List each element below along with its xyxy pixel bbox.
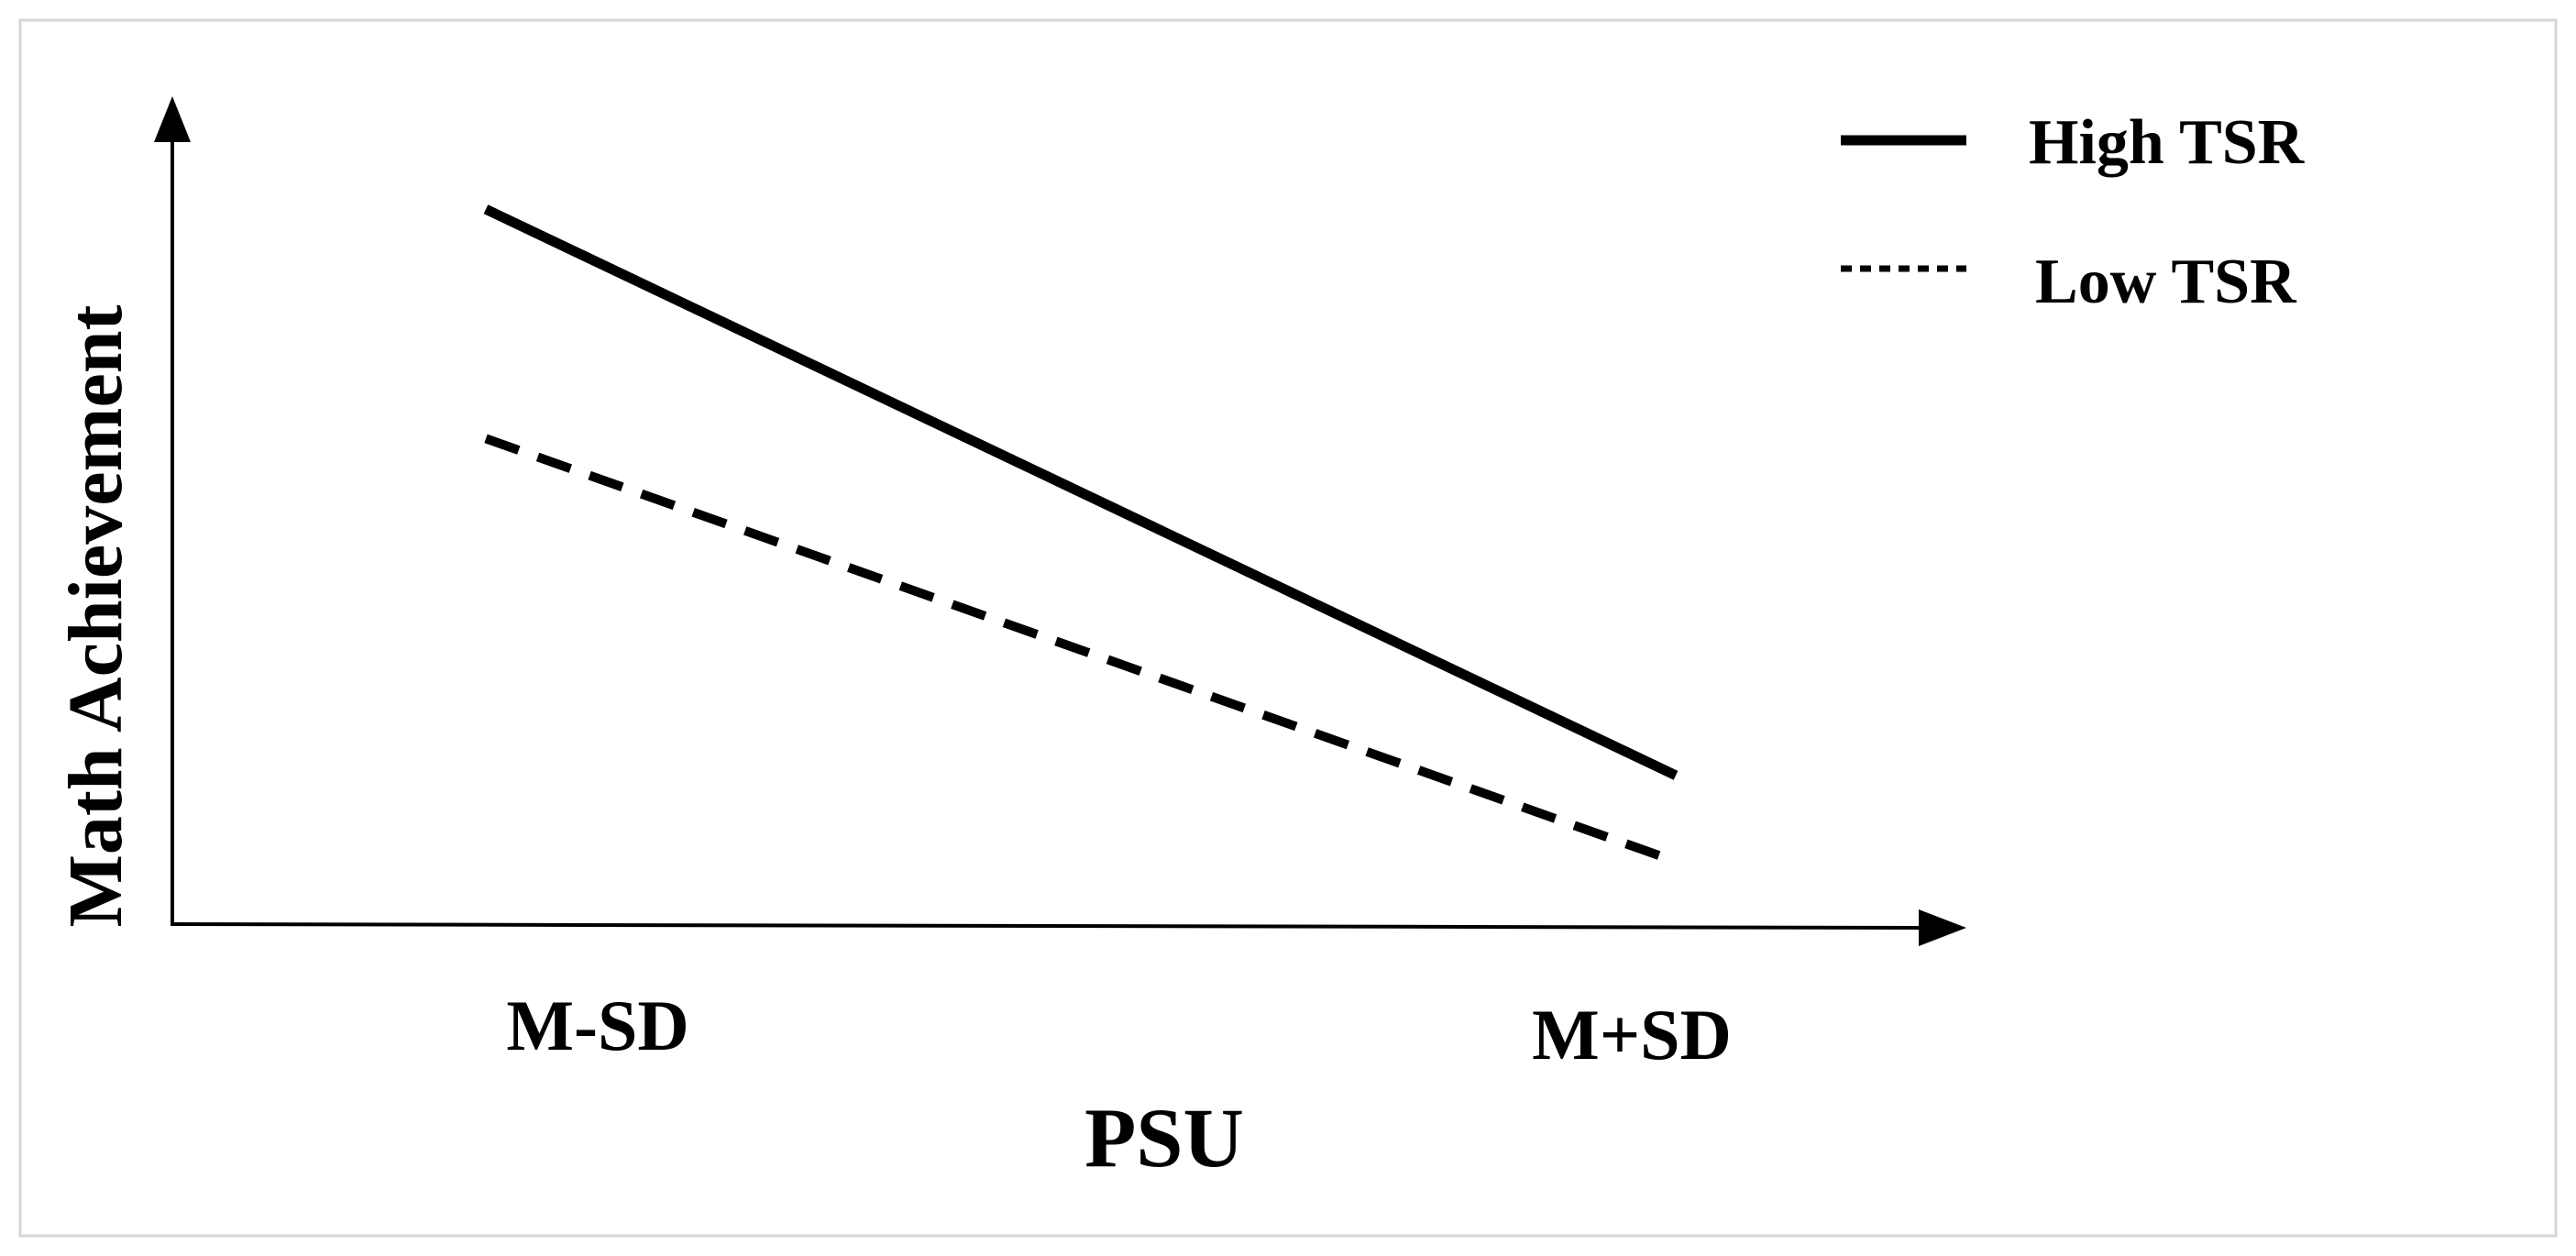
legend-label-low-tsr: Low TSR — [2035, 247, 2297, 317]
x-tick-label-m-plus-sd: M+SD — [1532, 995, 1732, 1074]
y-axis-arrowhead — [154, 96, 191, 142]
series-line-low-tsr — [484, 434, 1678, 866]
legend-label-high-tsr: High TSR — [2029, 107, 2306, 178]
x-axis-line — [171, 922, 1921, 930]
series-layer — [483, 204, 1679, 866]
legend: High TSR Low TSR — [1841, 107, 2306, 317]
x-axis-arrowhead — [1919, 909, 1966, 946]
x-axis-title: PSU — [1084, 1091, 1244, 1184]
series-line-high-tsr — [483, 204, 1679, 780]
figure-border — [18, 18, 2558, 1238]
y-axis-title: Math Achievement — [53, 305, 138, 928]
x-tick-label-m-minus-sd: M-SD — [506, 986, 688, 1065]
